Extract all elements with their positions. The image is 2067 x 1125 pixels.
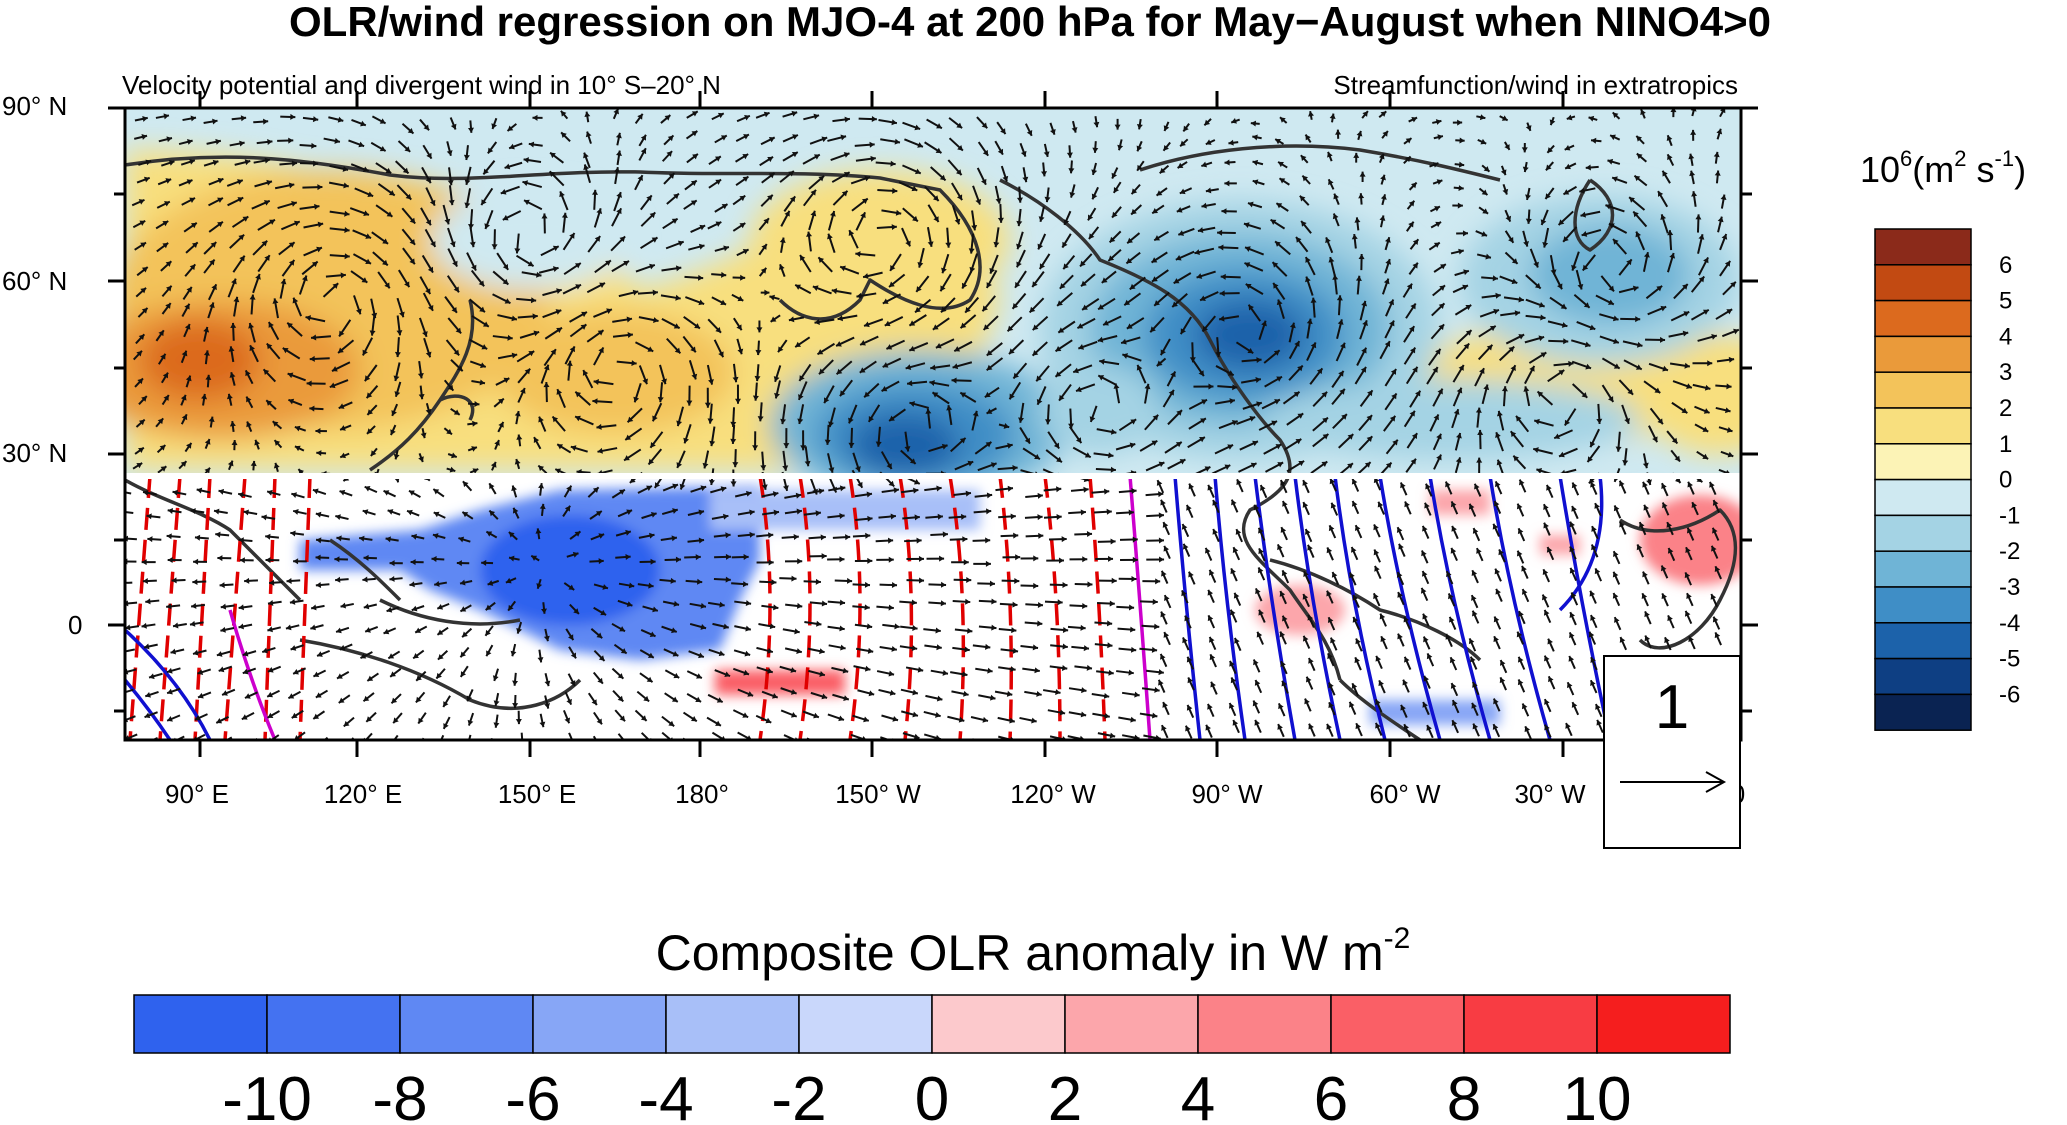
lat-label-0: 0 (68, 610, 82, 640)
lon-label-90w: 90° W (1191, 779, 1263, 809)
lat-label-30n: 30° N (2, 438, 67, 468)
olr-colorbar-label: 0 (915, 1065, 949, 1125)
streamfunction-colorbar-label: 6 (1999, 252, 2012, 279)
streamfunction-colorbar-cell (1874, 514, 1972, 552)
streamfunction-colorbar: 106(m2 s-1) 6 5 4 3 2 1 0 -1 -2 -3 -4 -5 -6 (1860, 146, 2026, 731)
reference-vector-box: 1 (1603, 655, 1741, 849)
map-panel (125, 108, 1741, 740)
streamfunction-colorbar-cell (1874, 622, 1972, 660)
olr-colorbar-label: 4 (1181, 1065, 1215, 1125)
lon-label-180: 180° (675, 779, 729, 809)
olr-colorbar-label: -6 (505, 1065, 560, 1125)
streamfunction-colorbar-cell (1874, 443, 1972, 481)
lon-label-60w: 60° W (1369, 779, 1441, 809)
olr-colorbar-label: 10 (1563, 1065, 1632, 1125)
olr-colorbar-cell (1463, 994, 1598, 1054)
lat-label-90n: 90° N (2, 91, 67, 121)
streamfunction-colorbar-label: -3 (1999, 574, 2020, 601)
wind-vectors (125, 108, 1740, 740)
streamfunction-colorbar-label: 0 (1999, 467, 2012, 494)
streamfunction-colorbar-cell (1874, 693, 1972, 731)
streamfunction-colorbar-cell (1874, 228, 1972, 266)
streamfunction-colorbar-label: 2 (1999, 395, 2012, 422)
olr-colorbar-cell (931, 994, 1066, 1054)
streamfunction-unit: 106(m2 s-1) (1860, 146, 2026, 190)
olr-colorbar-cell (399, 994, 534, 1054)
streamfunction-colorbar-cell (1874, 335, 1972, 373)
olr-colorbar-cell (1064, 994, 1199, 1054)
left-subtitle: Velocity potential and divergent wind in… (122, 70, 721, 100)
streamfunction-colorbar-label: -4 (1999, 610, 2020, 637)
lon-label-150w: 150° W (835, 779, 921, 809)
olr-colorbar-title: Composite OLR anomaly in W m-2 (656, 922, 1411, 981)
olr-colorbar: Composite OLR anomaly in W m-2 -10 -8 -6 -4… (133, 922, 1731, 1125)
olr-colorbar-cell (532, 994, 667, 1054)
olr-colorbar-label: 2 (1048, 1065, 1082, 1125)
lon-label-30w: 30° W (1514, 779, 1586, 809)
lon-label-120w: 120° W (1010, 779, 1096, 809)
lon-label-90e: 90° E (165, 779, 229, 809)
map-frame (123, 106, 1743, 742)
olr-colorbar-label: 6 (1314, 1065, 1348, 1125)
lat-label-60n: 60° N (2, 266, 67, 296)
olr-colorbar-cell (133, 994, 268, 1054)
streamfunction-colorbar-label: -2 (1999, 538, 2020, 565)
axis-ticks (108, 91, 1758, 757)
streamfunction-colorbar-cell (1874, 478, 1972, 517)
reference-vector-label: 1 (1655, 673, 1689, 742)
olr-colorbar-label: -4 (638, 1065, 693, 1125)
streamfunction-colorbar-label: 1 (1999, 431, 2012, 458)
olr-colorbar-cell (798, 994, 933, 1054)
streamfunction-colorbar-cell (1874, 264, 1972, 302)
streamfunction-colorbar-label: 5 (1999, 288, 2012, 315)
streamfunction-colorbar-label: 3 (1999, 359, 2012, 386)
streamfunction-colorbar-cell (1874, 657, 1972, 696)
streamfunction-colorbar-cell (1874, 371, 1972, 409)
figure-title: OLR/wind regression on MJO-4 at 200 hPa … (289, 0, 1771, 45)
olr-colorbar-cell (1596, 994, 1731, 1054)
streamfunction-colorbar-label: 4 (1999, 323, 2012, 350)
streamfunction-colorbar-cell (1874, 586, 1972, 624)
streamfunction-colorbar-label: -1 (1999, 502, 2020, 529)
olr-colorbar-cell (665, 994, 800, 1054)
coastlines (125, 144, 1738, 740)
streamfunction-colorbar-label: -5 (1999, 646, 2020, 673)
right-subtitle: Streamfunction/wind in extratropics (1333, 70, 1738, 100)
streamfunction-colorbar-cell (1874, 550, 1972, 588)
olr-colorbar-label: -2 (771, 1065, 826, 1125)
olr-colorbar-label: -10 (222, 1065, 312, 1125)
lon-label-120e: 120° E (324, 779, 402, 809)
streamfunction-colorbar-cell (1874, 299, 1972, 338)
olr-colorbar-label: -8 (372, 1065, 427, 1125)
streamfunction-colorbar-cell (1874, 407, 1972, 445)
olr-colorbar-cell (1197, 994, 1332, 1054)
streamfunction-colorbar-label: -6 (1999, 681, 2020, 708)
lon-label-150e: 150° E (498, 779, 576, 809)
olr-colorbar-label: 8 (1447, 1065, 1481, 1125)
olr-colorbar-cell (266, 994, 401, 1054)
olr-colorbar-cell (1330, 994, 1465, 1054)
